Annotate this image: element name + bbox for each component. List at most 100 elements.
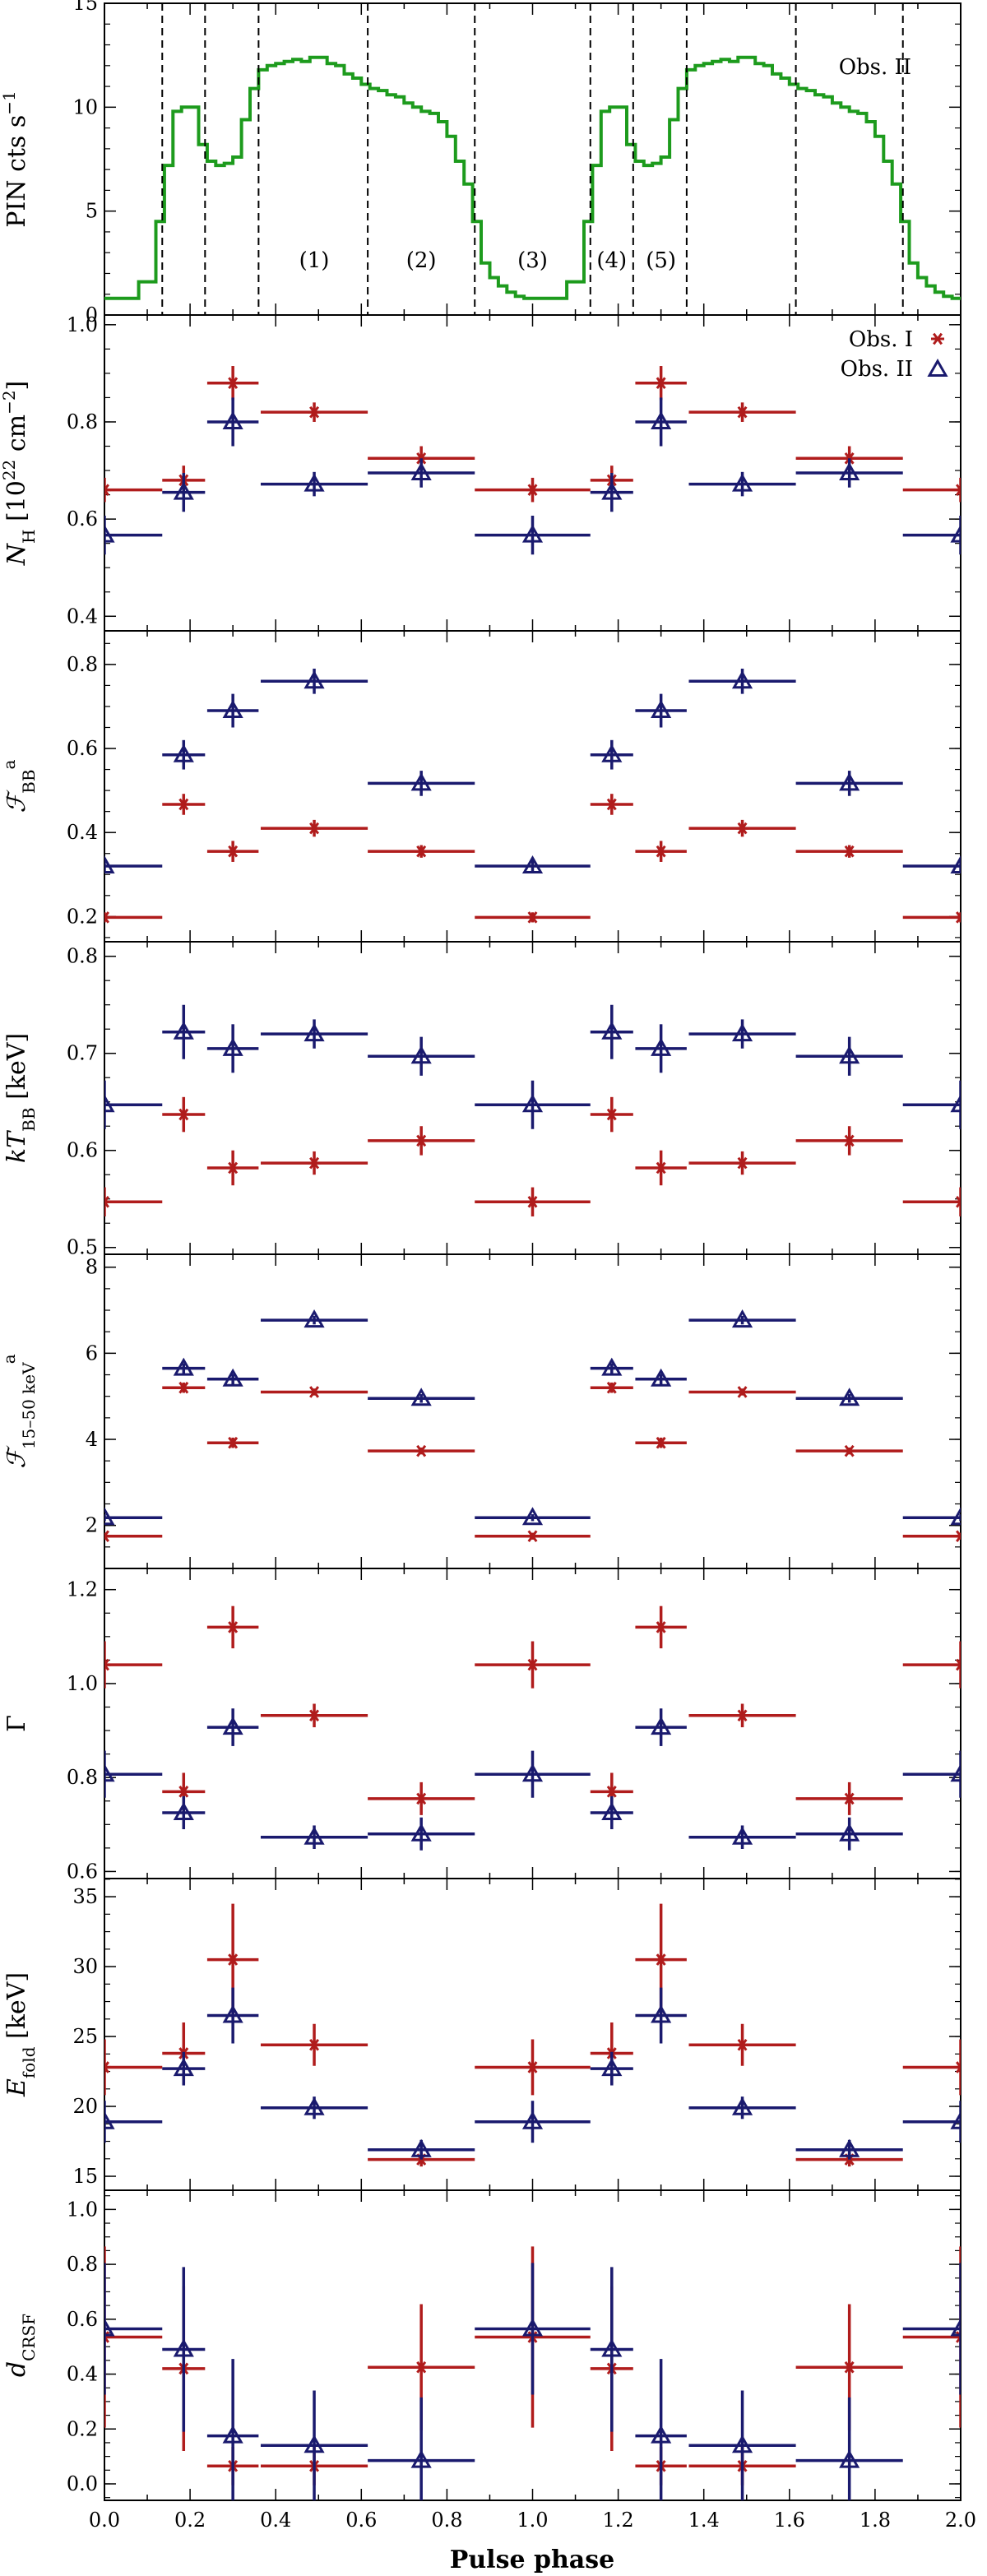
obs1-marker [656, 1953, 666, 1966]
obs2-marker [601, 481, 623, 500]
obs2-marker [731, 2096, 753, 2115]
obs1-marker [955, 1534, 961, 1543]
obs1-marker [606, 798, 617, 811]
obs1-marker [955, 2331, 961, 2339]
obs1-marker [416, 2361, 427, 2374]
obs2-marker [839, 772, 860, 791]
panel-dcrsf: 0.0 0.2 0.4 0.6 0.8 1.0 dCRSF [2, 2189, 962, 2501]
obs1-marker [656, 1621, 666, 1633]
obs1-marker [737, 1386, 748, 1398]
obs2-marker [950, 524, 961, 543]
panel-frame [104, 1253, 962, 1569]
panel-data [104, 1309, 961, 1543]
obs1-marker [527, 484, 538, 496]
y-tick-label: 0.8 [67, 945, 98, 968]
obs1-marker [955, 1662, 961, 1671]
obs2-marker [173, 2058, 194, 2077]
nh-y-axis-label: NH [1022 cm−2] [0, 381, 39, 567]
obs2-marker [651, 700, 672, 719]
obs1-marker [955, 1195, 961, 1204]
panel-data [104, 1903, 961, 2167]
obs1-marker [656, 845, 666, 858]
y-tick-label: 0.6 [67, 1139, 98, 1162]
obs2-marker [410, 1823, 432, 1842]
obs1-marker [844, 845, 855, 858]
y-tick-label: 30 [72, 1955, 98, 1978]
obs1-marker [228, 1953, 239, 1966]
obs2-marker [222, 2004, 243, 2023]
obs1-marker [527, 1658, 538, 1671]
obs1-marker [309, 405, 320, 419]
obs1-marker [104, 2331, 110, 2339]
panel-data [104, 668, 961, 924]
obs2-marker [839, 2449, 860, 2468]
obs1-marker [527, 1530, 538, 1543]
region-label: (2) [406, 248, 437, 273]
obs1-marker [309, 822, 320, 835]
obs1-marker [844, 1134, 855, 1147]
legend-obs1-label: Obs. I [849, 327, 913, 352]
y-tick-label: 8 [86, 1256, 98, 1279]
obs2-marker [839, 1388, 860, 1406]
obs2-marker [104, 855, 115, 874]
obs1-marker [178, 1108, 189, 1121]
obs2-marker [521, 1763, 544, 1782]
region-label: (1) [299, 248, 330, 273]
obs2-marker [950, 1094, 961, 1113]
obs1-marker [104, 915, 110, 924]
panel-f1550: 2 4 6 8 ℱ15–50 keVa [0, 1253, 962, 1569]
y-tick-label: 0.8 [67, 410, 98, 433]
obs1-marker [955, 915, 961, 924]
obs2-marker [521, 1094, 544, 1113]
obs2-marker [731, 670, 753, 689]
y-tick-label: 0 [86, 303, 98, 327]
obs1-marker [104, 1199, 110, 1208]
y-tick-label: 0.6 [67, 737, 98, 760]
obs2-marker [304, 2096, 325, 2115]
x-tick-label: 0.6 [345, 2509, 377, 2532]
x-tick-label: 0.0 [89, 2509, 120, 2532]
obs1-marker [955, 484, 961, 493]
y-tick-label: 1.0 [67, 2198, 98, 2221]
y-tick-label: 0.6 [67, 1860, 98, 1883]
kt-y-axis-label: kTBB [keV] [2, 1033, 39, 1163]
y-tick-label: 0.4 [67, 821, 98, 844]
y-tick-label: 20 [72, 2095, 98, 2118]
obs2-marker [601, 1802, 623, 1821]
obs2-marker [304, 1309, 325, 1328]
y-tick-label: 0.8 [67, 1766, 98, 1789]
obs2-marker [304, 473, 325, 492]
obs2-marker [173, 481, 194, 500]
obs2-marker [104, 2318, 115, 2337]
obs1-marker [955, 2061, 961, 2069]
obs2-marker [950, 855, 961, 874]
obs1-marker [527, 911, 538, 924]
x-tick-label: 1.4 [688, 2509, 720, 2532]
obs1-marker [606, 1108, 617, 1121]
dcrsf-y-axis-label: dCRSF [2, 2314, 39, 2377]
obs2-marker [601, 744, 623, 762]
panel-nh: 0.4 0.6 0.8 1.0 Obs. I Obs. II NH [1022 cm−2] [0, 313, 962, 632]
obs2-marker [839, 461, 860, 480]
obs2-marker [521, 524, 544, 543]
obs2-marker [104, 1094, 115, 1113]
obs2-marker [304, 2435, 325, 2453]
obs1-marker [228, 377, 239, 390]
panel-pin: 0 5 10 15 (1) (2) (3) (4) (5) Obs. II PIN cts s−1 [0, 0, 962, 327]
obs2-marker [222, 1717, 243, 1735]
y-tick-label: 0.0 [67, 2472, 98, 2495]
obs1-marker [416, 845, 427, 858]
obs1-marker [104, 1534, 110, 1543]
obs2-marker [651, 1717, 672, 1735]
obs2-marker [651, 2004, 672, 2023]
obs2-marker [173, 1021, 194, 1040]
obs2-marker [927, 358, 948, 377]
panel-efold: 15 20 25 30 35 Efold [keV] [2, 1878, 962, 2191]
obs1-marker [104, 1662, 110, 1671]
obs1-marker [104, 2061, 109, 2069]
y-tick-label: 6 [86, 1341, 98, 1364]
obs2-marker [222, 2425, 243, 2444]
obs2-marker [731, 2435, 753, 2453]
obs1-marker [844, 1444, 855, 1457]
obs1-marker [178, 1381, 189, 1394]
